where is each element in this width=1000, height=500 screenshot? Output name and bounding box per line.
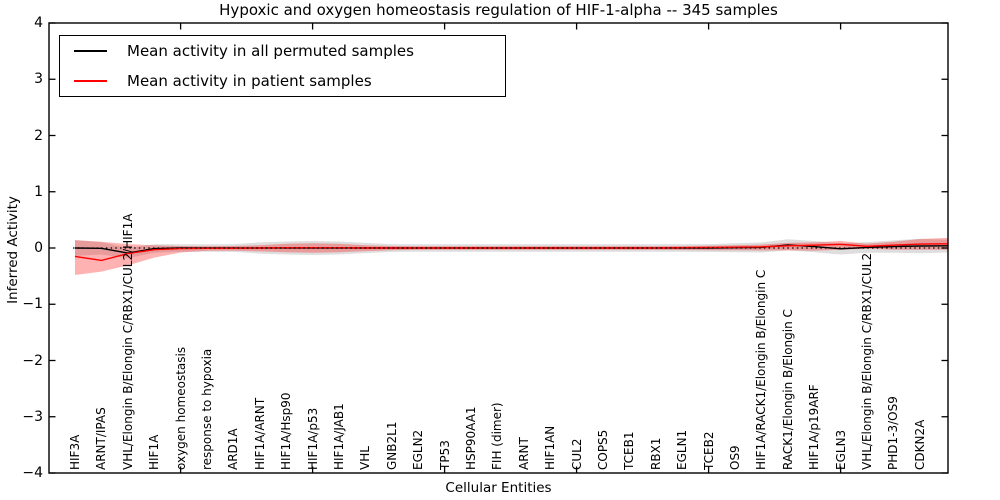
y-tick-label: 1 [34,183,43,200]
chart-title: Hypoxic and oxygen homeostasis regulatio… [219,1,778,19]
x-category-label: RBX1 [648,437,663,470]
x-category-label: HIF1A/p53 [305,407,320,470]
x-category-label: EGLN1 [675,429,690,470]
legend-row-patient: Mean activity in patient samples [60,67,505,95]
x-category-label: HIF3A [68,434,82,470]
y-tick-label: 3 [34,71,43,88]
x-category-label: ARD1A [226,428,241,470]
x-category-label: ARNT/IPAS [94,407,109,470]
y-tick-label: −4 [22,465,43,481]
patient-confidence-band [75,237,948,275]
x-category-label: HIF1A/p19ARF [807,384,822,470]
permuted-line-swatch [74,50,107,53]
x-category-label: EGLN2 [411,429,426,470]
x-category-label: OS9 [728,445,742,470]
x-category-label: COPS5 [596,429,610,470]
x-category-label: HIF1A/RACK1/Elongin B/Elongin C [754,269,769,470]
x-category-label: RACK1/Elongin B/Elongin C [780,309,795,470]
x-category-label: ARNT [516,437,531,470]
x-category-label: VHL/Elongin B/Elongin C/RBX1/CUL2/HIF1A [120,213,135,470]
x-category-label: VHL/Elongin B/Elongin C/RBX1/CUL2 [860,252,874,470]
legend: Mean activity in all permuted samples Me… [59,35,506,97]
x-category-label: HIF1A/JAB1 [332,403,346,470]
legend-row-permuted: Mean activity in all permuted samples [60,37,505,65]
legend-label-patient: Mean activity in patient samples [127,71,372,90]
x-category-label: CDKN2A [912,419,927,470]
x-category-label: HIF1A/Hsp90 [279,392,294,470]
x-category-label: CUL2 [569,438,584,470]
x-category-label: TCEB2 [701,431,716,470]
y-tick-label: −2 [22,352,43,369]
x-category-label: GNB2L1 [384,421,399,470]
x-category-label: FIH (dimer) [490,402,505,470]
legend-label-permuted: Mean activity in all permuted samples [127,42,414,61]
y-tick-label: −1 [22,296,43,313]
y-tick-label: 2 [34,127,43,144]
x-category-label: HIF1AN [543,425,558,470]
x-category-label: HIF1A [147,434,162,470]
patient-line-swatch [74,79,107,82]
y-tick-label: 4 [34,15,43,31]
x-category-label: oxygen homeostasis [173,346,188,470]
x-category-label: TCEB1 [622,431,637,470]
x-category-label: EGLN3 [833,429,848,470]
x-category-label: response to hypoxia [200,348,214,470]
y-tick-label: −3 [22,408,43,425]
y-tick-label: 0 [34,240,43,256]
x-category-label: VHL [358,446,373,470]
x-category-label: HSP90AA1 [464,406,478,470]
x-category-label: TP53 [437,440,452,470]
x-category-label: HIF1A/ARNT [252,397,267,470]
x-axis-label: Cellular Entities [445,480,552,496]
x-category-label: PHD1-3/OS9 [886,396,901,470]
